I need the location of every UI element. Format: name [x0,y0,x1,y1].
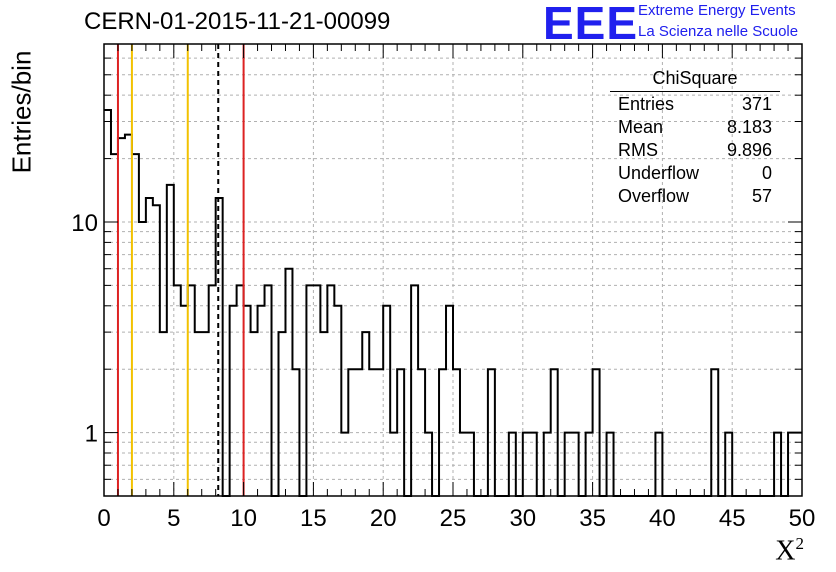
stats-title: ChiSquare [610,68,780,92]
x-tick-label: 40 [649,505,676,532]
x-tick-label: 25 [440,505,467,532]
histogram-series [104,109,802,497]
eee-logo-line2: La Scienza nelle Scuole [638,23,799,40]
eee-logo-line1: Extreme Energy Events [638,2,796,19]
y-tick-label: 10 [71,210,98,237]
stats-row-rms: RMS 9.896 [610,139,780,162]
x-axis-label-superscript: 2 [795,534,805,553]
x-tick-label: 15 [300,505,327,532]
x-axis-label: X2 [775,534,804,567]
x-tick-label: 30 [509,505,536,532]
stats-row-entries: Entries 371 [610,93,780,116]
x-tick-label: 45 [719,505,746,532]
eee-logo: EEE [543,0,639,49]
x-tick-label: 20 [370,505,397,532]
stats-label: Underflow [618,163,700,183]
chart-title: CERN-01-2015-11-21-00099 [84,8,391,35]
stats-label: RMS [618,140,658,160]
stats-label: Mean [618,117,664,137]
x-tick-label: 50 [789,505,816,532]
y-tick-label: 1 [85,421,98,448]
stats-row-underflow: Underflow 0 [610,162,780,185]
stats-value: 9.896 [726,140,772,160]
stats-value: 57 [751,186,772,206]
x-tick-label: 10 [230,505,257,532]
x-axis-label-base: X [775,535,796,567]
x-tick-label: 0 [97,505,110,532]
stats-label: Entries [618,94,675,114]
stats-value: 8.183 [726,117,772,137]
stats-label: Overflow [618,186,690,206]
stats-row-overflow: Overflow 57 [610,185,780,208]
stats-value: 371 [741,94,772,114]
stats-value: 0 [761,163,772,183]
x-tick-label: 5 [167,505,180,532]
x-tick-label: 35 [579,505,606,532]
stats-row-mean: Mean 8.183 [610,116,780,139]
stats-box: ChiSquare Entries 371 Mean 8.183 RMS 9.8… [610,68,780,208]
